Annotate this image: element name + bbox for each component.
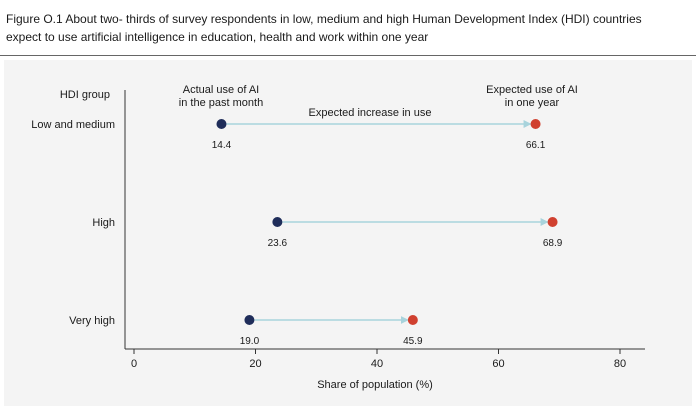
actual-point bbox=[244, 315, 255, 325]
category-label: High bbox=[92, 217, 115, 229]
category-label: Low and medium bbox=[31, 119, 115, 131]
x-tick-label: 20 bbox=[249, 358, 261, 370]
actual-value-label: 19.0 bbox=[240, 336, 260, 347]
actual-value-label: 23.6 bbox=[268, 238, 288, 249]
expected-value-label: 66.1 bbox=[526, 140, 546, 151]
actual-value-label: 14.4 bbox=[212, 140, 232, 151]
expected-annotation-line-2: in one year bbox=[505, 97, 560, 109]
increase-annotation: Expected increase in use bbox=[309, 107, 432, 119]
expected-point bbox=[407, 315, 418, 325]
x-tick-label: 60 bbox=[492, 358, 504, 370]
expected-value-label: 45.9 bbox=[403, 336, 423, 347]
actual-point bbox=[272, 217, 283, 227]
chart-panel bbox=[4, 60, 692, 406]
actual-point bbox=[216, 119, 227, 129]
chart-rows: Low and medium 14.4 66.1 High 23.6 68.9 Very h… bbox=[31, 119, 563, 347]
caption-line-2: expect to use artificial intelligence in… bbox=[6, 30, 429, 44]
expected-annotation-line-1: Expected use of AI bbox=[486, 84, 578, 96]
x-tick-label: 40 bbox=[371, 358, 383, 370]
caption-line-1: Figure O.1 About two- thirds of survey r… bbox=[6, 12, 642, 26]
expected-point bbox=[530, 119, 541, 129]
caption-divider bbox=[0, 55, 696, 56]
figure-caption: Figure O.1 About two- thirds of survey r… bbox=[6, 10, 686, 46]
x-tick-label: 0 bbox=[131, 358, 137, 370]
category-label: Very high bbox=[69, 315, 115, 327]
expected-value-label: 68.9 bbox=[543, 238, 563, 249]
x-axis-ticks: 0 20 40 60 80 bbox=[131, 349, 626, 370]
actual-annotation-line-1: Actual use of AI bbox=[183, 84, 259, 96]
x-axis-title: Share of population (%) bbox=[317, 379, 433, 391]
x-tick-label: 80 bbox=[614, 358, 626, 370]
actual-annotation-line-2: in the past month bbox=[179, 97, 263, 109]
expected-point bbox=[547, 217, 558, 227]
y-axis-title: HDI group bbox=[60, 89, 110, 101]
